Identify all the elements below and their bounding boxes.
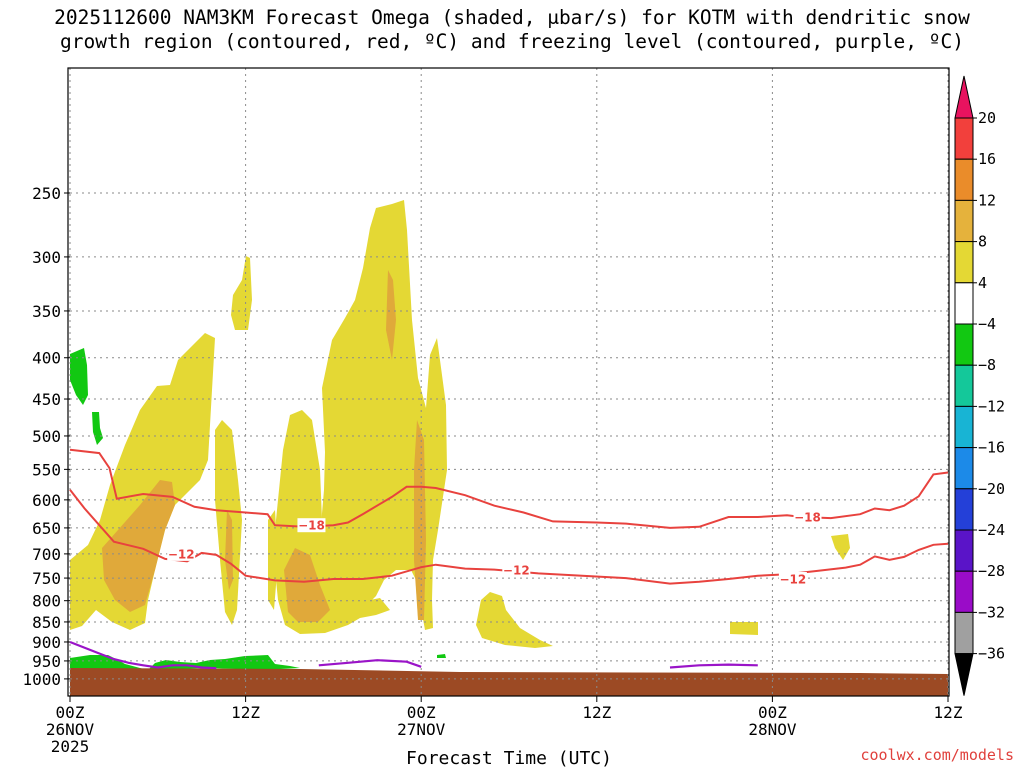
- contour-label: −12: [780, 573, 807, 587]
- omega-shade-mid-thin: [268, 510, 278, 610]
- omega-shade-small-region-2: [730, 622, 758, 635]
- x-tick-label: 2025: [51, 737, 90, 756]
- omega-shade-negative-low: [70, 655, 300, 670]
- colorbar-segment: [954, 364, 974, 407]
- y-tick-label: 700: [32, 545, 61, 564]
- x-tick-label: 00Z: [407, 703, 436, 722]
- colorbar-tick-label: −16: [978, 439, 1005, 457]
- colorbar-segment: [954, 447, 974, 490]
- colorbar-tick-label: −12: [978, 397, 1005, 415]
- y-tick-label: 550: [32, 460, 61, 479]
- omega-shade-left-core: [102, 480, 175, 612]
- x-tick-label: 00Z: [56, 703, 85, 722]
- contour-label-bg: [167, 546, 196, 561]
- y-tick-label: 450: [32, 390, 61, 409]
- x-tick-label: 12Z: [582, 703, 611, 722]
- colorbar-tick-label: 4: [978, 274, 987, 292]
- colorbar-tick-label: −4: [978, 315, 996, 333]
- omega-shade-mid-core: [284, 548, 330, 622]
- omega-shade-negative-tiny: [437, 654, 446, 658]
- colorbar-tick-label: 16: [978, 150, 996, 168]
- x-tick-label: 28NOV: [748, 720, 797, 739]
- y-tick-label: 950: [32, 652, 61, 671]
- contour-label: −12: [168, 547, 195, 561]
- colorbar-tick-label: 20: [978, 109, 996, 127]
- contour-label: −12: [503, 564, 530, 578]
- contour-label-bg: [297, 518, 326, 533]
- contour-lines: −18 −18 −12 −12 −12: [69, 448, 949, 670]
- colorbar-arrow-bottom: [954, 653, 974, 696]
- y-tick-label: 600: [32, 491, 61, 510]
- colorbar-segment: [954, 158, 974, 201]
- y-tick-label: 250: [32, 184, 61, 203]
- contour-label: −18: [794, 510, 821, 524]
- y-tick-label: 400: [32, 349, 61, 368]
- colorbar-segment: [954, 611, 974, 655]
- plot-grid: [69, 68, 949, 696]
- x-tick-label: 27NOV: [397, 720, 446, 739]
- plot-frame: [67, 67, 950, 697]
- colorbar-segment: [954, 405, 974, 449]
- x-axis-label: Forecast Time (UTC): [406, 748, 612, 768]
- y-axis: 2503003504004505005506006507007508008509…: [22, 184, 70, 689]
- y-tick-label: 750: [32, 569, 61, 588]
- x-tick-label: 12Z: [934, 703, 963, 722]
- x-tick-label: 00Z: [758, 703, 787, 722]
- chart-title-line-1: 2025112600 NAM3KM Forecast Omega (shaded…: [54, 6, 970, 29]
- y-tick-label: 300: [32, 248, 61, 267]
- colorbar-tick-label: −24: [978, 521, 1005, 539]
- terrain-ground: [70, 668, 948, 696]
- contour-label-bg: [778, 572, 807, 587]
- colorbar-tick-label: −36: [978, 645, 1005, 663]
- colorbar-segment: [954, 323, 974, 366]
- contour-line-minus12: [69, 489, 949, 585]
- omega-shade-small-region-3: [831, 534, 850, 560]
- contour-label-bg: [502, 563, 531, 578]
- y-tick-label: 500: [32, 427, 61, 446]
- y-tick-label: 1000: [22, 670, 61, 689]
- colorbar-arrow-top: [954, 75, 974, 119]
- colorbar-segment: [954, 241, 974, 284]
- contour-label: −18: [298, 519, 325, 533]
- colorbar-segment: [954, 282, 974, 325]
- freezing-level-contour: [69, 640, 217, 670]
- colorbar: 20 16 12 8 4 −4 −8 −12 −16 −20 −24 −28 −32 −36: [954, 75, 1005, 696]
- y-tick-label: 350: [32, 302, 61, 321]
- y-tick-label: 850: [32, 613, 61, 632]
- omega-shade-negative-thin: [92, 412, 103, 445]
- x-tick-label: 12Z: [231, 703, 260, 722]
- colorbar-segment: [954, 117, 974, 160]
- chart-title: 2025112600 NAM3KM Forecast Omega (shaded…: [0, 6, 1024, 54]
- omega-shade-central-streak-1: [386, 270, 396, 360]
- colorbar-segment: [954, 529, 974, 572]
- y-tick-label: 650: [32, 519, 61, 538]
- omega-shade-small-region-1: [476, 592, 553, 648]
- contour-label-bg: [793, 509, 822, 524]
- omega-shade-left-streak: [225, 510, 233, 590]
- y-tick-label: 900: [32, 633, 61, 652]
- omega-shade-central-streak-2: [414, 420, 426, 620]
- contour-line-minus18: [69, 448, 949, 529]
- colorbar-tick-label: −28: [978, 562, 1005, 580]
- colorbar-tick-label: −20: [978, 480, 1005, 498]
- omega-shade-upper-blob: [231, 256, 252, 330]
- chart-title-line-2: growth region (contoured, red, ºC) and f…: [60, 30, 964, 53]
- colorbar-tick-label: 8: [978, 233, 987, 251]
- colorbar-tick-label: 12: [978, 191, 996, 209]
- x-tick-label: 26NOV: [46, 720, 95, 739]
- freezing-level-contour: [318, 659, 422, 668]
- y-tick-label: 800: [32, 592, 61, 611]
- colorbar-tick-label: −8: [978, 356, 996, 374]
- colorbar-segment: [954, 488, 974, 531]
- colorbar-tick-label: −32: [978, 603, 1005, 621]
- omega-shade-negative-upper: [70, 348, 88, 405]
- colorbar-segment: [954, 199, 974, 243]
- credit-text: coolwx.com/models: [860, 746, 1014, 764]
- freezing-level-contour: [669, 663, 758, 669]
- colorbar-segment: [954, 570, 974, 613]
